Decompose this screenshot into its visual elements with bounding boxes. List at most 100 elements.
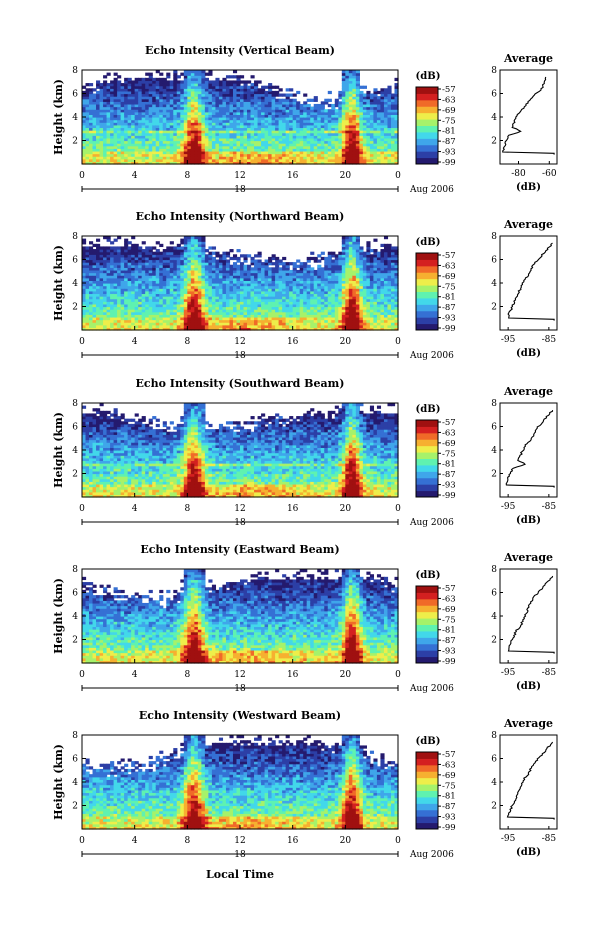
heatmap-cell (194, 150, 199, 155)
heatmap-cell (187, 236, 192, 240)
heatmap-cell (390, 161, 396, 165)
heatmap-cell (303, 150, 308, 155)
heatmap-cell (208, 140, 213, 144)
heatmap-cell (271, 319, 276, 323)
heatmap-cell (261, 103, 266, 108)
heatmap-cell (313, 275, 318, 279)
heatmap-cell (92, 259, 97, 263)
heatmap-cell (89, 135, 94, 139)
heatmap-cell (166, 314, 171, 318)
heatmap-cell (134, 83, 139, 87)
heatmap-cell (92, 296, 97, 300)
heatmap-cell (159, 83, 164, 87)
heatmap-cell (134, 319, 139, 323)
heatmap-cell (124, 98, 129, 102)
heatmap-cell (204, 262, 209, 266)
heatmap-cell (155, 88, 160, 92)
heatmap-cell (82, 306, 87, 310)
heatmap-cell (376, 119, 382, 123)
heatmap-cell (159, 161, 164, 165)
heatmap-cell (373, 101, 378, 105)
heatmap-cell (324, 148, 329, 152)
heatmap-cell (187, 85, 192, 89)
heatmap-cell (341, 103, 346, 108)
heatmap-cell (99, 83, 104, 87)
heatmap-cell (254, 288, 259, 292)
heatmap-cell (173, 254, 178, 258)
heatmap-cell (254, 85, 259, 89)
heatmap-cell (117, 264, 122, 268)
heatmap-cell (120, 262, 125, 266)
heatmap-cell (355, 80, 360, 84)
heatmap-cell (113, 158, 118, 162)
heatmap-cell (117, 156, 122, 160)
heatmap-cell (218, 327, 224, 331)
heatmap-cell (275, 316, 280, 321)
heatmap-cell (218, 324, 224, 328)
heatmap-cell (92, 145, 97, 149)
heatmap-cell (285, 316, 290, 321)
heatmap-cell (201, 293, 206, 297)
heatmap-cell (320, 106, 325, 110)
heatmap-cell (317, 272, 322, 276)
heatmap-cell (134, 137, 139, 142)
heatmap-cell (106, 143, 111, 147)
heatmap-cell (201, 106, 206, 110)
heatmap-cell (117, 150, 122, 155)
heatmap-cell (197, 119, 202, 123)
heatmap-cell (317, 132, 322, 136)
heatmap-cell (240, 280, 245, 284)
heatmap-cell (292, 114, 297, 118)
heatmap-cell (82, 309, 87, 313)
heatmap-cell (247, 119, 252, 123)
x-tick-label: 12 (234, 171, 245, 181)
heatmap-cell (131, 83, 136, 87)
heatmap-cell (320, 296, 325, 300)
heatmap-cell (138, 285, 143, 289)
heatmap-cell (380, 158, 385, 162)
heatmap-cell (120, 158, 125, 162)
heatmap-cell (99, 161, 104, 165)
heatmap-cell (236, 277, 241, 281)
heatmap-cell (99, 264, 104, 268)
heatmap-cell (152, 275, 157, 279)
heatmap-cell (215, 109, 220, 113)
heatmap-cell (218, 277, 224, 281)
heatmap-cell (141, 254, 146, 258)
heatmap-cell (285, 150, 290, 155)
heatmap-cell (285, 303, 290, 308)
heatmap-cell (201, 277, 206, 281)
heatmap-cell (264, 106, 269, 110)
heatmap-cell (169, 111, 174, 115)
heatmap-cell (306, 117, 311, 121)
heatmap-cell (250, 301, 255, 305)
heatmap-cell (334, 114, 339, 118)
heatmap-cell (264, 117, 269, 121)
heatmap-cell (366, 158, 371, 162)
heatmap-cell (190, 88, 195, 92)
heatmap-cell (82, 103, 87, 108)
heatmap-cell (352, 156, 357, 160)
heatmap-cell (204, 83, 209, 87)
heatmap-cell (148, 150, 153, 155)
heatmap-cell (225, 75, 231, 79)
heatmap-cell (313, 311, 318, 315)
heatmap-cell (96, 127, 101, 131)
heatmap-cell (268, 314, 273, 318)
heatmap-cell (120, 127, 125, 131)
heatmap-cell (120, 314, 125, 318)
heatmap-cell (390, 143, 396, 147)
heatmap-cell (341, 150, 346, 155)
heatmap-cell (317, 158, 322, 162)
heatmap-cell (327, 114, 332, 118)
heatmap-cell (99, 117, 104, 121)
heatmap-cell (120, 111, 125, 115)
heatmap-cell (106, 150, 111, 155)
heatmap-cell (117, 127, 122, 131)
heatmap-cell (204, 290, 209, 295)
heatmap-cell (208, 254, 213, 258)
heatmap-cell (204, 93, 209, 97)
heatmap-cell (225, 283, 231, 287)
heatmap-cell (218, 158, 224, 162)
heatmap-cell (106, 272, 111, 276)
